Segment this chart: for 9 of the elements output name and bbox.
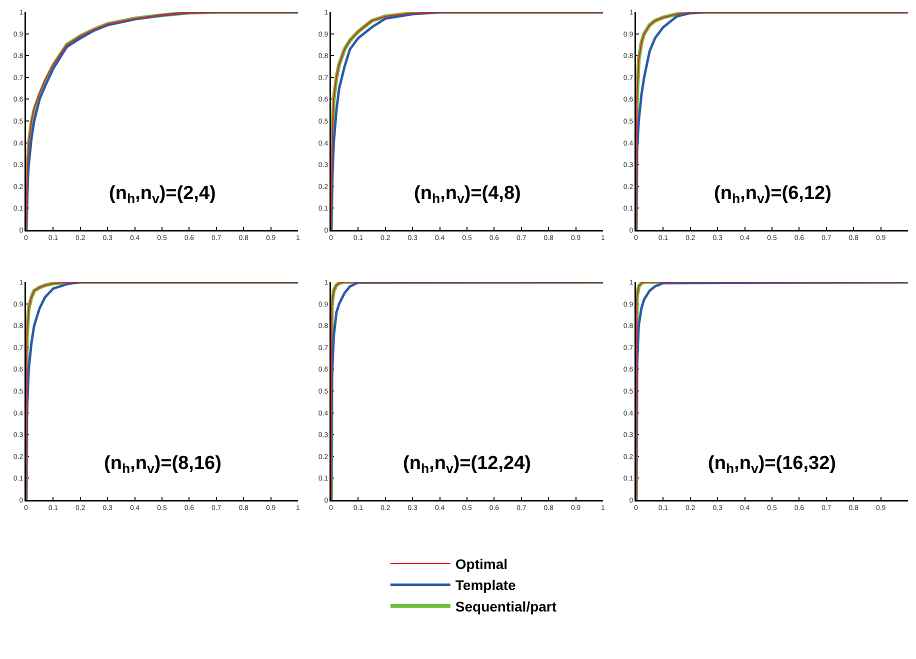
annotation: (n$_{h}$,n$_{v}$)=(12,24) bbox=[403, 453, 531, 476]
annotation: (n$_{h}$,n$_{v}$)=(16,32) bbox=[708, 453, 836, 476]
legend-label: Template bbox=[455, 577, 516, 594]
annotation: (n$_{h}$,n$_{v}$)=(6,12) bbox=[714, 183, 832, 206]
legend-label: Sequential/part bbox=[455, 598, 557, 614]
annotation: (n$_{h}$,n$_{v}$)=(4,8) bbox=[414, 183, 521, 206]
legend-label: Optimal bbox=[455, 556, 508, 572]
annotation: (n$_{h}$,n$_{v}$)=(8,16) bbox=[104, 453, 222, 476]
annotation: (n$_{h}$,n$_{v}$)=(2,4) bbox=[109, 183, 216, 206]
